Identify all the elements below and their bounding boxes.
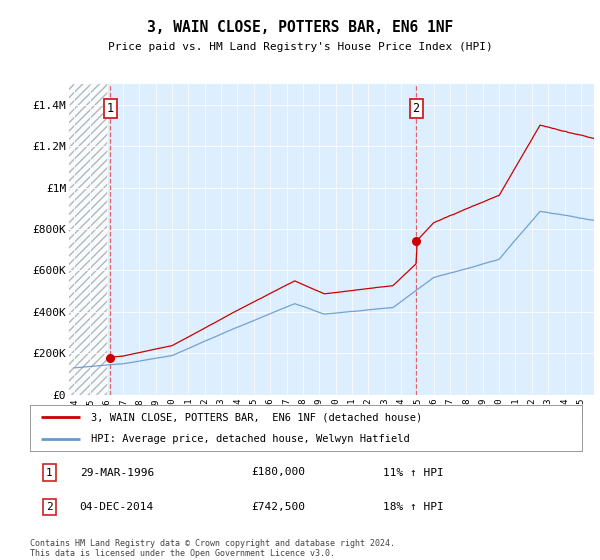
Text: 04-DEC-2014: 04-DEC-2014	[80, 502, 154, 512]
Text: £742,500: £742,500	[251, 502, 305, 512]
Text: 3, WAIN CLOSE, POTTERS BAR, EN6 1NF: 3, WAIN CLOSE, POTTERS BAR, EN6 1NF	[147, 20, 453, 35]
Text: 29-MAR-1996: 29-MAR-1996	[80, 468, 154, 478]
Text: 18% ↑ HPI: 18% ↑ HPI	[383, 502, 444, 512]
Text: £180,000: £180,000	[251, 468, 305, 478]
Text: 1: 1	[46, 468, 53, 478]
Text: 2: 2	[412, 102, 419, 115]
Text: 3, WAIN CLOSE, POTTERS BAR,  EN6 1NF (detached house): 3, WAIN CLOSE, POTTERS BAR, EN6 1NF (det…	[91, 412, 422, 422]
Text: Contains HM Land Registry data © Crown copyright and database right 2024.
This d: Contains HM Land Registry data © Crown c…	[30, 539, 395, 558]
Text: HPI: Average price, detached house, Welwyn Hatfield: HPI: Average price, detached house, Welw…	[91, 435, 409, 444]
Text: Price paid vs. HM Land Registry's House Price Index (HPI): Price paid vs. HM Land Registry's House …	[107, 42, 493, 52]
Text: 11% ↑ HPI: 11% ↑ HPI	[383, 468, 444, 478]
Text: 2: 2	[46, 502, 53, 512]
Text: 1: 1	[107, 102, 114, 115]
